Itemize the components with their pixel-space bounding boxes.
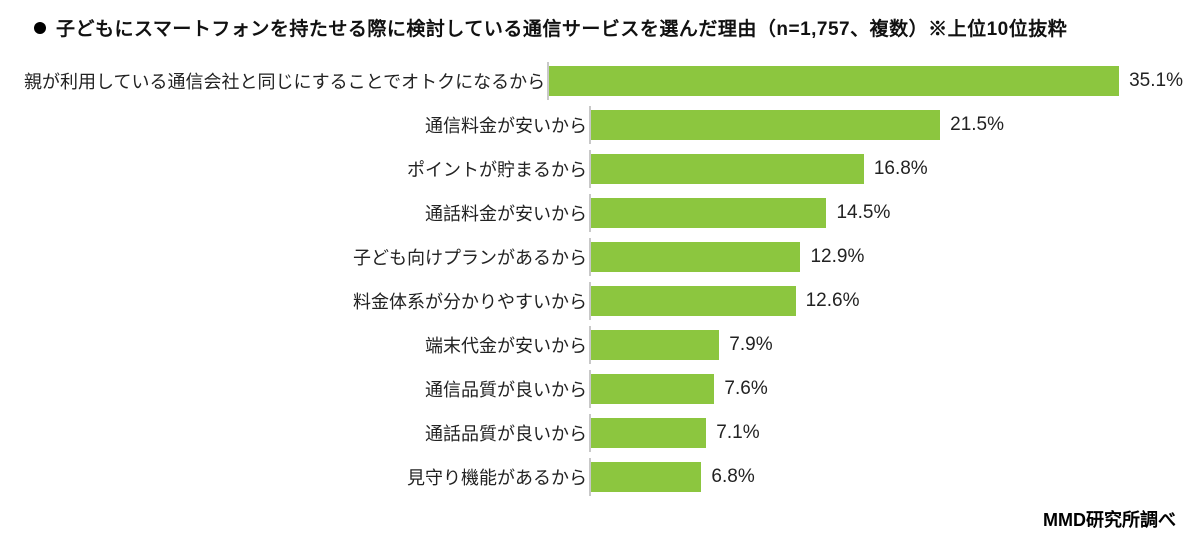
bar [591, 198, 826, 228]
bar-area: 6.8% [589, 462, 1176, 492]
chart-title: 子どもにスマートフォンを持たせる際に検討している通信サービスを選んだ理由（n=1… [56, 14, 1067, 41]
bar-area: 7.6% [589, 374, 1176, 404]
chart-row: 見守り機能があるから 6.8% [24, 455, 1176, 499]
credit-text: MMD研究所調べ [1043, 506, 1176, 532]
bar-chart: 親が利用している通信会社と同じにすることでオトクになるから35.1%通信料金が安… [24, 59, 1176, 499]
axis-line [589, 150, 591, 188]
axis-line [589, 326, 591, 364]
bar-value: 21.5% [950, 114, 1004, 136]
bar [591, 242, 800, 272]
bar-label: 見守り機能があるから [24, 464, 589, 490]
axis-line [589, 458, 591, 496]
bar-value: 7.6% [724, 378, 767, 400]
bar-value: 35.1% [1129, 70, 1183, 92]
chart-row: 子ども向けプランがあるから 12.9% [24, 235, 1176, 279]
bar-area: 7.1% [589, 418, 1176, 448]
bar-area: 35.1% [547, 66, 1183, 96]
axis-line [589, 238, 591, 276]
chart-row: 親が利用している通信会社と同じにすることでオトクになるから35.1% [24, 59, 1176, 103]
bar [591, 286, 796, 316]
bar-value: 7.1% [716, 422, 759, 444]
bar-value: 6.8% [711, 466, 754, 488]
bar [591, 462, 701, 492]
bar-value: 14.5% [836, 202, 890, 224]
bar-area: 7.9% [589, 330, 1176, 360]
bar [591, 330, 719, 360]
bar-value: 12.6% [806, 290, 860, 312]
bar-label: 通話品質が良いから [24, 420, 589, 446]
bar-area: 16.8% [589, 154, 1176, 184]
bar-label: 端末代金が安いから [24, 332, 589, 358]
axis-line [589, 194, 591, 232]
bar [591, 418, 706, 448]
bar-label: 料金体系が分かりやすいから [24, 288, 589, 314]
bullet-icon [34, 22, 46, 34]
bar-area: 21.5% [589, 110, 1176, 140]
bar [591, 374, 714, 404]
chart-row: 通話品質が良いから 7.1% [24, 411, 1176, 455]
bar-label: 子ども向けプランがあるから [24, 244, 589, 270]
chart-row: 通信品質が良いから 7.6% [24, 367, 1176, 411]
bar-label: 親が利用している通信会社と同じにすることでオトクになるから [24, 68, 547, 94]
chart-row: 料金体系が分かりやすいから 12.6% [24, 279, 1176, 323]
chart-title-row: 子どもにスマートフォンを持たせる際に検討している通信サービスを選んだ理由（n=1… [24, 14, 1176, 41]
bar-label: 通信品質が良いから [24, 376, 589, 402]
axis-line [589, 106, 591, 144]
bar-value: 16.8% [874, 158, 928, 180]
chart-row: 端末代金が安いから 7.9% [24, 323, 1176, 367]
bar-label: 通話料金が安いから [24, 200, 589, 226]
chart-row: 通信料金が安いから 21.5% [24, 103, 1176, 147]
bar-label: ポイントが貯まるから [24, 156, 589, 182]
bar-area: 12.6% [589, 286, 1176, 316]
bar [591, 110, 940, 140]
bar [591, 154, 864, 184]
bar-value: 12.9% [810, 246, 864, 268]
bar [549, 66, 1119, 96]
chart-row: 通話料金が安いから 14.5% [24, 191, 1176, 235]
axis-line [589, 370, 591, 408]
bar-value: 7.9% [729, 334, 772, 356]
chart-row: ポイントが貯まるから 16.8% [24, 147, 1176, 191]
bar-area: 12.9% [589, 242, 1176, 272]
bar-area: 14.5% [589, 198, 1176, 228]
bar-label: 通信料金が安いから [24, 112, 589, 138]
axis-line [589, 282, 591, 320]
axis-line [589, 414, 591, 452]
axis-line [547, 62, 549, 100]
